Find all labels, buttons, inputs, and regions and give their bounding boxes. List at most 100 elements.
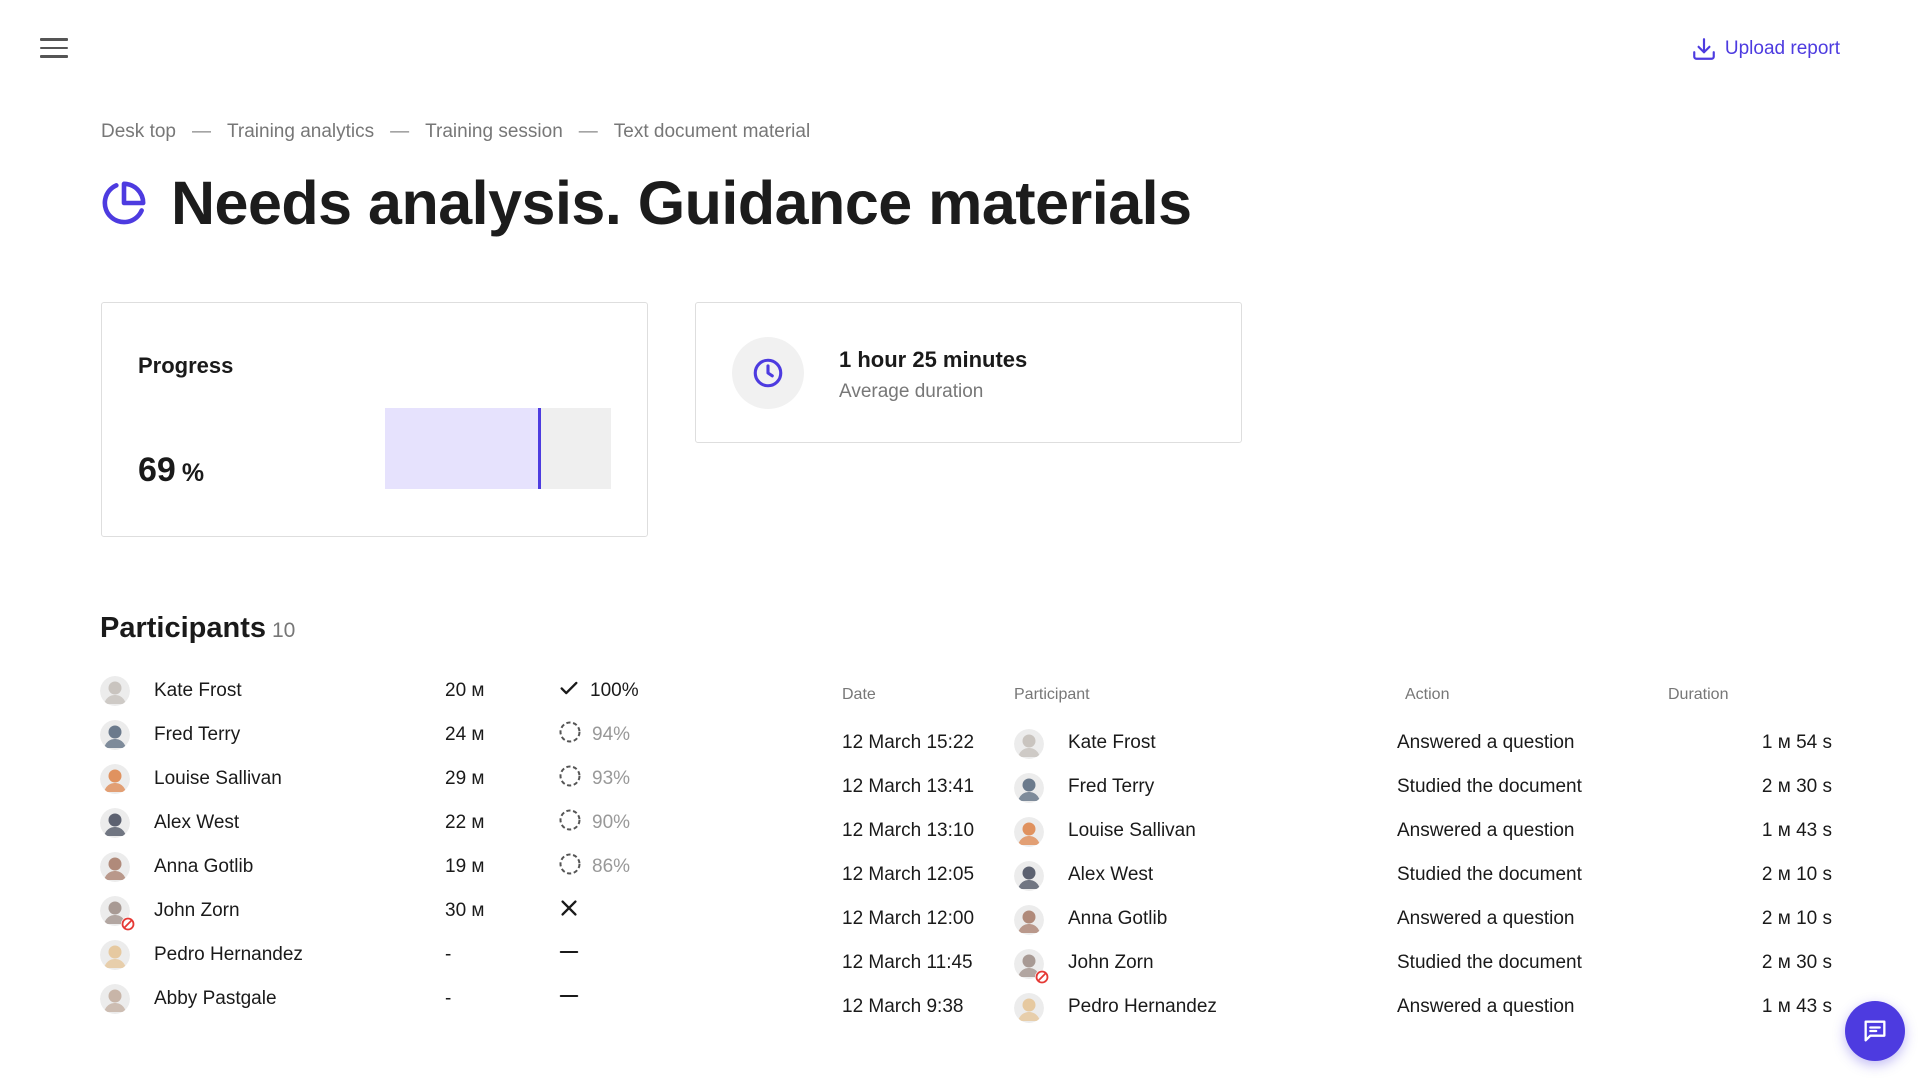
avatar	[1014, 949, 1049, 984]
participant-row[interactable]: Louise Sallivan 29 м 93%	[100, 752, 660, 806]
breadcrumb-separator: —	[191, 121, 211, 142]
participant-time: 19 м	[445, 856, 485, 877]
in-progress-icon	[558, 808, 582, 838]
participant-time: 22 м	[445, 812, 485, 833]
participant-status: 86%	[558, 852, 630, 882]
participant-name: Pedro Hernandez	[154, 944, 303, 965]
activity-duration: 1 м 54 s	[1761, 732, 1832, 753]
participant-row[interactable]: John Zorn 30 м	[100, 884, 660, 938]
activity-date: 12 March 12:00	[842, 908, 975, 929]
activity-participant: Fred Terry	[1068, 776, 1155, 797]
activity-duration: 2 м 10 s	[1761, 908, 1832, 929]
participant-percent: 94%	[592, 724, 631, 745]
participant-row[interactable]: Alex West 22 м 90%	[100, 796, 660, 850]
activity-date: 12 March 13:10	[842, 820, 975, 841]
activity-row[interactable]: 12 March 9:38 Pedro Hernandez Answered a q…	[842, 981, 1832, 1035]
activity-row[interactable]: 12 March 13:41 Fred Terry Studied the docu…	[842, 761, 1832, 815]
avatar-image	[100, 852, 130, 882]
participant-row[interactable]: Pedro Hernandez -	[100, 928, 660, 982]
activity-row[interactable]: 12 March 11:45 John Zorn Studied the docum…	[842, 937, 1832, 991]
participant-row[interactable]: Abby Pastgale -	[100, 972, 660, 1026]
column-header-duration[interactable]: Duration	[1668, 686, 1729, 703]
upload-report-label: Upload report	[1724, 38, 1840, 59]
avatar	[100, 764, 130, 794]
progress-number: 69	[138, 451, 176, 489]
participant-status: 94%	[558, 720, 630, 750]
activity-date: 12 March 13:41	[842, 776, 975, 797]
avatar	[100, 940, 130, 970]
column-header-action[interactable]: Action	[1405, 686, 1450, 703]
avatar-image	[100, 676, 130, 706]
breadcrumb-item-training-analytics[interactable]: Training analytics	[226, 121, 375, 142]
participant-time: 24 м	[445, 724, 485, 745]
activity-date: 12 March 9:38	[842, 996, 964, 1017]
avatar	[1014, 729, 1044, 759]
avatar	[100, 852, 130, 882]
cross-icon	[558, 897, 580, 925]
participant-name: Abby Pastgale	[154, 988, 277, 1009]
chat-button[interactable]	[1845, 1001, 1905, 1061]
in-progress-icon	[558, 764, 582, 794]
progress-value: 69%	[138, 451, 204, 490]
participant-percent: 90%	[592, 812, 631, 833]
participants-heading: Participants 10	[100, 612, 295, 645]
breadcrumb: Desk top — Training analytics — Training…	[101, 121, 810, 143]
upload-report-button[interactable]: Upload report	[1691, 36, 1840, 62]
progress-label: Progress	[138, 353, 234, 378]
participant-time: -	[445, 988, 452, 1009]
avatar-image	[1014, 993, 1044, 1023]
clock-icon	[753, 358, 783, 388]
avatar-image	[1014, 949, 1044, 979]
activity-date: 12 March 12:05	[842, 864, 975, 885]
avatar	[1014, 905, 1044, 935]
breadcrumb-separator: —	[390, 121, 410, 142]
activity-action: Answered a question	[1397, 996, 1575, 1017]
average-duration-card: 1 hour 25 minutes Average duration	[695, 302, 1242, 443]
avatar	[1014, 993, 1044, 1023]
activity-duration: 2 м 30 s	[1761, 952, 1832, 973]
participant-name: Fred Terry	[154, 724, 241, 745]
activity-duration: 1 м 43 s	[1761, 996, 1832, 1017]
activity-duration: 1 м 43 s	[1761, 820, 1832, 841]
progress-bar-fill	[385, 408, 541, 489]
participant-row[interactable]: Kate Frost 20 м 100%	[100, 664, 660, 718]
breadcrumb-item-desk-top[interactable]: Desk top	[101, 121, 176, 142]
activity-row[interactable]: 12 March 13:10 Louise Sallivan Answered a …	[842, 805, 1832, 859]
avatar-image	[100, 808, 130, 838]
avatar-image	[1014, 905, 1044, 935]
participant-status	[558, 941, 580, 969]
download-tray-icon	[1693, 38, 1715, 60]
participant-percent: 100%	[590, 680, 639, 701]
pie-chart-icon	[102, 181, 146, 225]
activity-row[interactable]: 12 March 12:00 Anna Gotlib Answered a ques…	[842, 893, 1832, 947]
participant-time: 20 м	[445, 680, 485, 701]
checkmark-icon	[558, 677, 580, 705]
page-title: Needs analysis. Guidance materials	[171, 169, 1192, 237]
activity-action: Answered a question	[1397, 732, 1575, 753]
dash-icon	[558, 941, 580, 969]
in-progress-icon	[558, 852, 582, 882]
avatar-image	[1014, 817, 1044, 847]
activity-participant: Anna Gotlib	[1068, 908, 1168, 929]
participant-time: -	[445, 944, 452, 965]
avatar-image	[100, 896, 130, 926]
activity-duration: 2 м 10 s	[1761, 864, 1832, 885]
avatar-image	[100, 764, 130, 794]
activity-action: Studied the document	[1397, 776, 1582, 797]
avatar-image	[100, 940, 130, 970]
activity-action: Answered a question	[1397, 820, 1575, 841]
activity-row[interactable]: 12 March 15:22 Kate Frost Answered a quest…	[842, 717, 1832, 771]
breadcrumb-item-training-session[interactable]: Training session	[425, 121, 563, 142]
activity-participant: John Zorn	[1068, 952, 1154, 973]
avatar-image	[100, 720, 130, 750]
column-header-date[interactable]: Date	[842, 686, 876, 703]
hamburger-menu-icon[interactable]	[40, 38, 68, 60]
activity-action: Answered a question	[1397, 908, 1575, 929]
column-header-participant[interactable]: Participant	[1014, 686, 1090, 703]
blocked-icon	[121, 917, 135, 931]
avatar	[100, 984, 130, 1014]
activity-row[interactable]: 12 March 12:05 Alex West Studied the docum…	[842, 849, 1832, 903]
participant-row[interactable]: Fred Terry 24 м 94%	[100, 708, 660, 762]
participant-row[interactable]: Anna Gotlib 19 м 86%	[100, 840, 660, 894]
activity-action: Studied the document	[1397, 864, 1582, 885]
